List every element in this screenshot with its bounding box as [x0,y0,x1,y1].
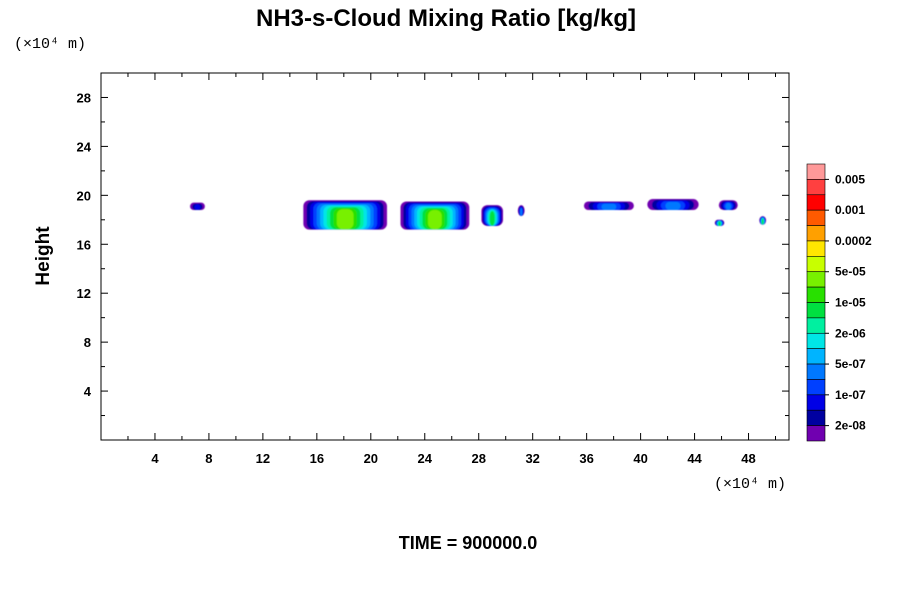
x-tick-label: 40 [633,451,647,466]
colorbar-swatch [806,348,826,365]
colorbar-swatch [806,425,826,442]
contour-band [725,202,732,210]
y-tick-label: 4 [84,384,92,399]
y-axis-unit: (×10⁴ m) [14,36,86,53]
cloud-region [759,216,767,225]
contour-band [194,204,201,210]
x-tick-label: 20 [364,451,378,466]
cloud-region [400,201,470,230]
colorbar-label: 5e-07 [835,357,866,371]
colorbar-swatch [806,409,826,426]
y-tick-label: 28 [77,90,91,105]
plot-frame [100,72,790,441]
y-tick-label: 8 [84,335,91,350]
y-tick-label: 20 [77,188,91,203]
colorbar-swatch [806,286,826,303]
colorbar-swatch [806,379,826,396]
x-tick-label: 12 [256,451,270,466]
colorbar-swatch [806,225,826,242]
contour-band [665,201,681,210]
cloud-region [714,219,725,226]
colorbar-label: 1e-05 [835,296,866,310]
colorbar-label: 2e-06 [835,326,866,340]
colorbar-label: 0.0002 [835,234,872,248]
x-axis-unit: (×10⁴ m) [714,476,786,493]
y-tick-label: 12 [77,286,91,301]
colorbar-swatch [806,394,826,411]
colorbar-swatch [806,271,826,288]
colorbar-swatch [806,363,826,380]
cloud-region [303,200,387,230]
colorbar-swatch [806,317,826,334]
colorbar-label: 0.005 [835,172,865,186]
colorbar-swatch [806,256,826,273]
cloud-region [481,205,504,226]
contour-band [761,218,764,225]
cloud-region [647,199,699,211]
colorbar-label: 0.001 [835,203,865,217]
cloud-region [583,201,634,211]
chart-title: NH3-s-Cloud Mixing Ratio [kg/kg] [256,5,636,32]
x-tick-label: 32 [525,451,539,466]
colorbar-swatch [806,194,826,211]
time-label: TIME = 900000.0 [399,533,538,553]
x-tick-label: 48 [741,451,755,466]
colorbar-label: 5e-05 [835,265,866,279]
colorbar-swatch [806,163,826,180]
x-tick-label: 4 [151,451,159,466]
colorbar-swatch [806,209,826,226]
contour-band [520,208,523,216]
cloud-region [718,200,738,211]
y-tick-label: 16 [77,237,91,252]
cloud-region [517,205,525,217]
cloud-region [190,202,205,211]
contour-band [601,203,617,210]
y-axis-label: Height [33,226,54,286]
x-tick-label: 8 [205,451,212,466]
x-tick-label: 16 [310,451,324,466]
contour-layer [190,199,767,230]
x-axis: 4 8 12 16 20 24 28 32 36 40 44 48 [127,73,777,466]
contour-band [489,211,495,226]
y-axis: 4 8 12 16 20 24 28 [77,90,789,417]
x-tick-label: 24 [418,451,433,466]
x-tick-label: 44 [687,451,702,466]
x-tick-label: 36 [579,451,593,466]
contour-band [428,210,442,230]
colorbar-swatch [806,179,826,196]
x-tick-label: 28 [471,451,485,466]
colorbar-label: 1e-07 [835,388,866,402]
colorbar-swatch [806,332,826,349]
y-tick-label: 24 [77,139,92,154]
colorbar: 0.005 0.001 0.0002 5e-05 1e-05 2e-06 5e-07 1e-0… [806,163,872,442]
colorbar-swatch [806,302,826,319]
contour-band [336,209,354,230]
colorbar-swatch [806,240,826,257]
colorbar-label: 2e-08 [835,419,866,433]
contour-band [718,221,721,226]
